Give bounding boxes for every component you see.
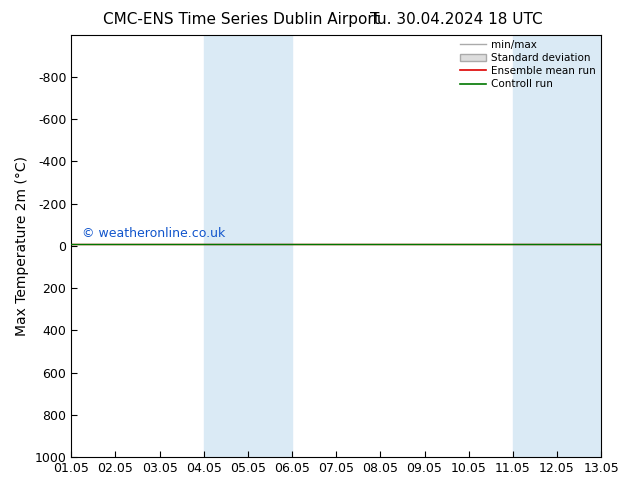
Text: CMC-ENS Time Series Dublin Airport: CMC-ENS Time Series Dublin Airport: [103, 12, 379, 27]
Legend: min/max, Standard deviation, Ensemble mean run, Controll run: min/max, Standard deviation, Ensemble me…: [460, 40, 596, 89]
Bar: [513, 35, 601, 457]
Y-axis label: Max Temperature 2m (°C): Max Temperature 2m (°C): [15, 156, 29, 336]
Text: © weatheronline.co.uk: © weatheronline.co.uk: [82, 227, 225, 240]
Text: Tu. 30.04.2024 18 UTC: Tu. 30.04.2024 18 UTC: [370, 12, 543, 27]
Bar: [204, 35, 292, 457]
